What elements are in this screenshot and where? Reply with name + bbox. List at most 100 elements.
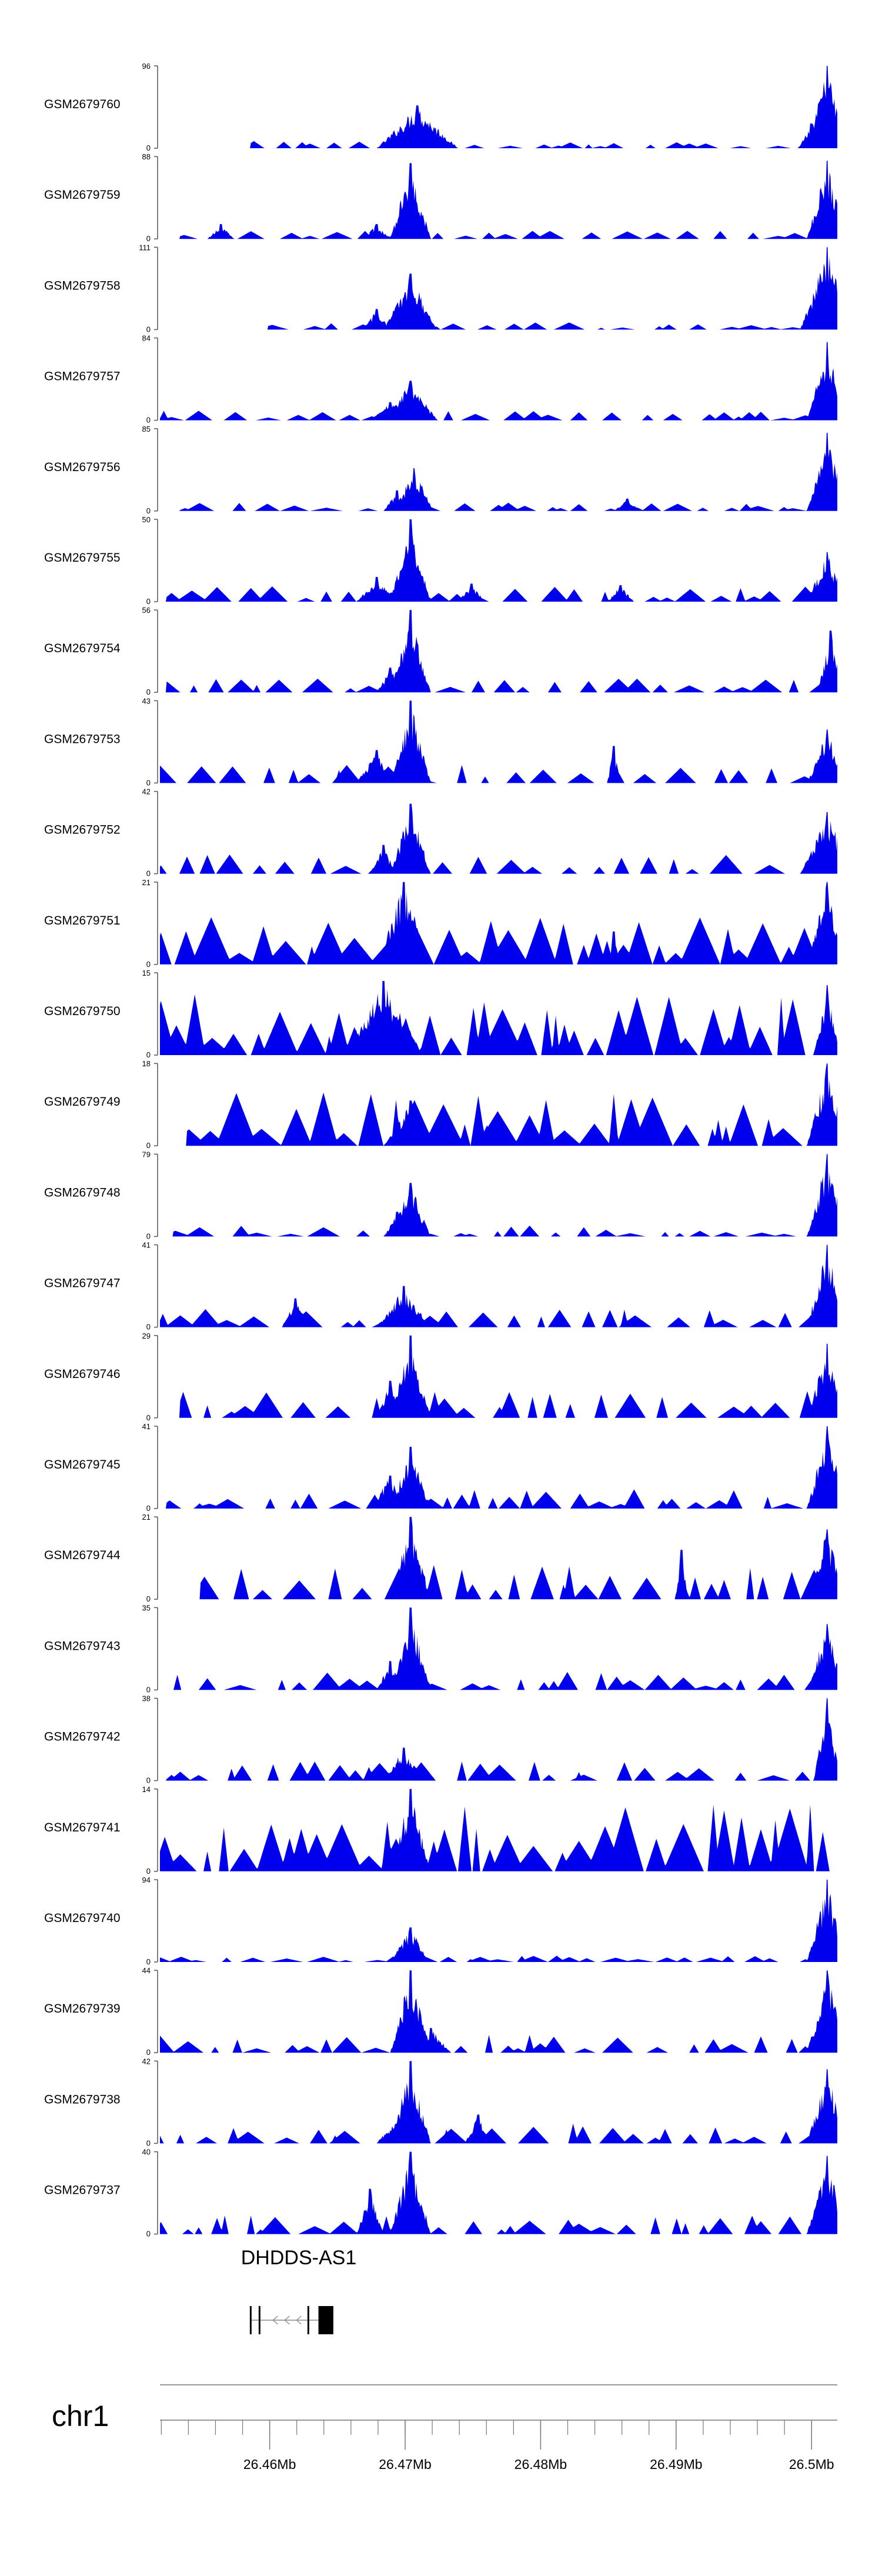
y-min-label: 0 xyxy=(146,2138,151,2147)
gene-label: DHDDS-AS1 xyxy=(241,2247,356,2269)
track-GSM2679748: GSM2679748 79 0 xyxy=(44,1150,837,1240)
x-tick-label: 26.49Mb xyxy=(650,2457,703,2472)
y-min-label: 0 xyxy=(146,778,151,787)
coverage-area xyxy=(160,1426,837,1509)
y-max-label: 40 xyxy=(142,2148,151,2157)
coverage-area xyxy=(160,700,837,783)
track-GSM2679758: GSM2679758 111 0 xyxy=(44,243,837,333)
chromosome-label: chr1 xyxy=(52,2400,109,2432)
y-max-label: 50 xyxy=(142,515,151,524)
track-GSM2679760: GSM2679760 96 0 xyxy=(44,62,837,152)
track-GSM2679743: GSM2679743 35 0 xyxy=(44,1603,837,1694)
y-min-label: 0 xyxy=(146,1323,151,1332)
coverage-area xyxy=(160,1517,837,1600)
coverage-area xyxy=(160,432,837,511)
y-min-label: 0 xyxy=(146,234,151,243)
track-GSM2679749: GSM2679749 18 0 xyxy=(44,1059,837,1150)
y-min-label: 0 xyxy=(146,1504,151,1513)
y-max-label: 42 xyxy=(142,788,151,796)
y-min-label: 0 xyxy=(146,1050,151,1059)
y-max-label: 18 xyxy=(142,1059,151,1068)
coverage-area xyxy=(160,2151,837,2234)
y-min-label: 0 xyxy=(146,1957,151,1966)
track-GSM2679757: GSM2679757 84 0 xyxy=(44,334,837,425)
track-GSM2679741: GSM2679741 14 0 xyxy=(44,1785,837,1876)
coverage-area xyxy=(160,1335,837,1418)
coverage-area xyxy=(160,247,837,330)
y-max-label: 111 xyxy=(139,243,151,252)
y-max-label: 15 xyxy=(142,969,151,977)
coverage-area xyxy=(160,161,837,239)
y-max-label: 35 xyxy=(142,1603,151,1612)
y-max-label: 84 xyxy=(142,334,151,343)
coverage-area xyxy=(160,519,837,602)
track-GSM2679759: GSM2679759 88 0 xyxy=(44,152,837,243)
coverage-area xyxy=(160,1244,837,1327)
y-min-label: 0 xyxy=(146,597,151,606)
track-label: GSM2679738 xyxy=(44,2093,121,2106)
track-label: GSM2679748 xyxy=(44,1186,121,1199)
y-min-label: 0 xyxy=(146,144,151,152)
x-tick-label: 26.47Mb xyxy=(379,2457,432,2472)
coverage-area xyxy=(160,342,837,421)
track-GSM2679756: GSM2679756 85 0 xyxy=(44,425,837,515)
x-tick-label: 26.48Mb xyxy=(514,2457,567,2472)
track-GSM2679744: GSM2679744 21 0 xyxy=(44,1513,837,1603)
y-max-label: 44 xyxy=(142,1966,151,1975)
track-label: GSM2679744 xyxy=(44,1549,121,1562)
coverage-area xyxy=(160,2061,837,2144)
coverage-area xyxy=(160,1880,837,1962)
y-min-label: 0 xyxy=(146,869,151,878)
track-label: GSM2679755 xyxy=(44,551,121,565)
track-label: GSM2679754 xyxy=(44,642,121,655)
y-max-label: 41 xyxy=(142,1241,151,1250)
y-min-label: 0 xyxy=(146,1594,151,1603)
y-min-label: 0 xyxy=(146,960,151,969)
track-label: GSM2679743 xyxy=(44,1639,121,1653)
y-max-label: 41 xyxy=(142,1422,151,1431)
track-GSM2679754: GSM2679754 56 0 xyxy=(44,606,837,696)
coverage-area xyxy=(160,1063,837,1146)
track-GSM2679750: GSM2679750 15 0 xyxy=(44,969,837,1059)
track-GSM2679742: GSM2679742 38 0 xyxy=(44,1694,837,1785)
y-min-label: 0 xyxy=(146,1413,151,1422)
track-label: GSM2679737 xyxy=(44,2184,121,2197)
y-min-label: 0 xyxy=(146,2048,151,2057)
y-max-label: 85 xyxy=(142,425,151,433)
x-tick-label: 26.46Mb xyxy=(243,2457,296,2472)
coverage-area xyxy=(160,1698,837,1781)
track-GSM2679745: GSM2679745 41 0 xyxy=(44,1422,837,1513)
track-GSM2679738: GSM2679738 42 0 xyxy=(44,2057,837,2147)
track-label: GSM2679739 xyxy=(44,2002,121,2016)
coverage-area xyxy=(160,1970,837,2053)
track-label: GSM2679747 xyxy=(44,1277,121,1290)
track-label: GSM2679745 xyxy=(44,1458,121,1471)
track-label: GSM2679757 xyxy=(44,370,121,383)
track-GSM2679747: GSM2679747 41 0 xyxy=(44,1241,837,1332)
strand-arrow xyxy=(284,2315,290,2325)
track-label: GSM2679752 xyxy=(44,823,121,837)
coverage-area xyxy=(160,610,837,693)
track-label: GSM2679746 xyxy=(44,1367,121,1381)
track-label: GSM2679756 xyxy=(44,461,121,474)
coverage-area xyxy=(160,882,837,965)
y-max-label: 79 xyxy=(142,1150,151,1159)
y-min-label: 0 xyxy=(146,2230,151,2238)
y-min-label: 0 xyxy=(146,416,151,425)
strand-arrow xyxy=(272,2315,278,2325)
track-label: GSM2679751 xyxy=(44,914,121,927)
y-max-label: 96 xyxy=(142,62,151,71)
y-max-label: 38 xyxy=(142,1694,151,1703)
track-label: GSM2679753 xyxy=(44,732,121,746)
y-min-label: 0 xyxy=(146,1867,151,1876)
track-label: GSM2679759 xyxy=(44,188,121,202)
track-label: GSM2679742 xyxy=(44,1730,121,1744)
y-min-label: 0 xyxy=(146,688,151,696)
coverage-area xyxy=(160,803,837,874)
gene-annotation-track: DHDDS-AS1 xyxy=(241,2247,356,2334)
y-min-label: 0 xyxy=(146,1232,151,1240)
signal-tracks: GSM2679760960GSM2679759880GSM26797581110… xyxy=(44,62,837,2238)
y-min-label: 0 xyxy=(146,1141,151,1150)
y-min-label: 0 xyxy=(146,1685,151,1694)
